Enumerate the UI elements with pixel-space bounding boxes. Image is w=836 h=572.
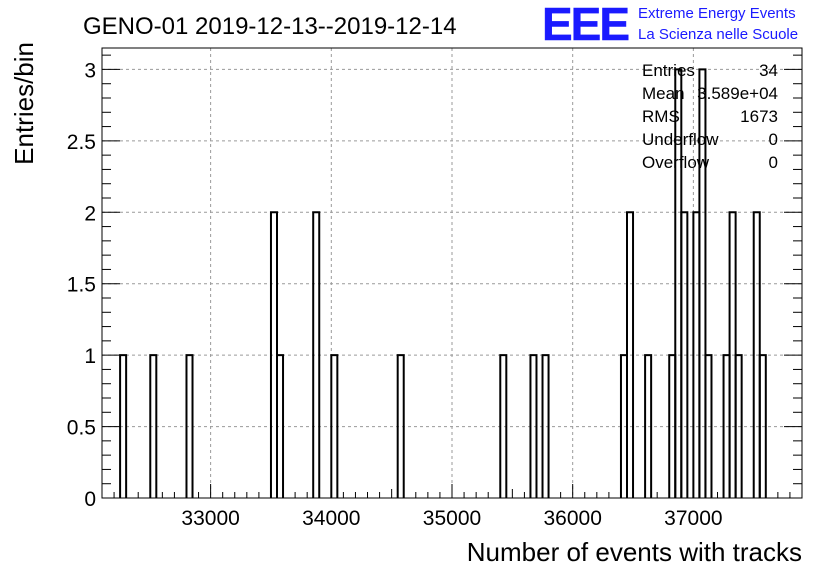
x-tick-label: 33000 [181,507,239,530]
histogram-bar [644,354,653,498]
histogram-bar [119,354,128,498]
histogram-bar [680,211,689,498]
histogram-bar [499,354,508,498]
stats-label: Mean [642,84,685,103]
x-axis-ticks: 33000 34000 35000 36000 37000 [113,484,791,530]
histogram-bar [396,354,405,498]
stats-value: 1673 [740,107,778,126]
histogram-bar [276,354,285,498]
x-tick-label: 35000 [423,507,481,530]
logo-line-1: Extreme Energy Events [638,5,796,22]
x-tick-label: 37000 [664,507,722,530]
x-tick-label: 36000 [543,507,601,530]
histogram-bar [330,354,339,498]
grid-lines [102,48,802,498]
stats-label: Underflow [642,130,719,149]
y-axis-label: Entries/bin [9,42,39,165]
histogram-bar [758,354,767,498]
histogram-bar [704,354,713,498]
eee-logo: EEE Extreme Energy Events La Scienza nel… [542,0,798,50]
y-tick-label: 2.5 [67,131,96,154]
stats-value: 0 [769,130,778,149]
y-tick-label: 1 [84,345,96,368]
y-tick-label: 1.5 [67,274,96,297]
stats-value: 34 [759,61,778,80]
logo-line-2: La Scienza nelle Scuole [638,26,798,43]
x-axis-label: Number of events with tracks [467,537,802,567]
stats-value: 0 [769,153,778,172]
histogram-bars [119,68,767,498]
y-tick-label: 2 [84,202,96,225]
y-tick-label: 3 [84,59,96,82]
histogram-bar [734,354,743,498]
stats-value: 3.589e+04 [697,84,778,103]
histogram-bar [185,354,194,498]
y-axis-ticks: 0 0.5 1 1.5 2 2.5 3 [67,54,802,511]
stats-label: Entries [642,61,695,80]
histogram-bar [312,211,321,498]
y-tick-label: 0 [84,488,96,511]
stats-label: RMS [642,107,680,126]
y-tick-label: 0.5 [67,417,96,440]
histogram-bar [698,68,707,498]
x-tick-label: 34000 [302,507,360,530]
histogram-bar [529,354,538,498]
histogram-bar [149,354,158,498]
histogram-bar [541,354,550,498]
histogram-bar [626,211,635,498]
chart-title: GENO-01 2019-12-13--2019-12-14 [83,13,457,40]
eee-logo-mark: EEE [542,0,628,50]
stats-label: Overflow [642,153,710,172]
stats-box: Entries 34 Mean 3.589e+04 RMS 1673 Underflow 0 O… [642,61,778,172]
